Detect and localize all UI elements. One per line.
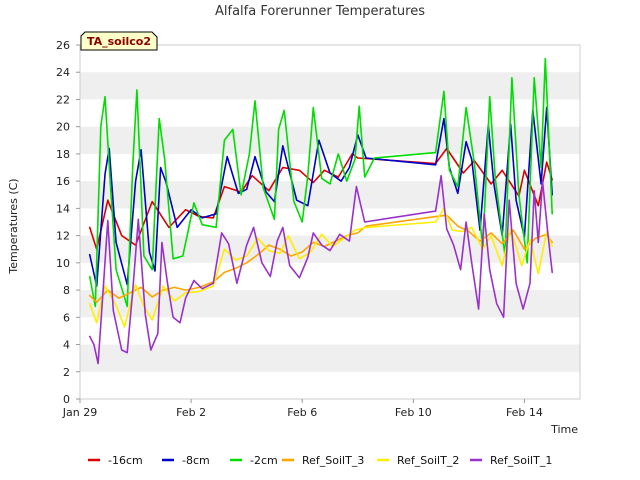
y-tick-label: 0 — [63, 393, 70, 406]
plot-frame — [79, 44, 581, 400]
site-badge: TA_soilco2 — [80, 31, 158, 51]
y-tick-label: 2 — [63, 366, 70, 379]
legend-label-ref-soilt-1: Ref_SoilT_1 — [490, 454, 552, 467]
legend-label-ref-soilt-3: Ref_SoilT_3 — [302, 454, 364, 467]
x-axis-label: Time — [550, 423, 578, 436]
site-badge-box — [80, 31, 158, 51]
series-line-ref-soilt-2 — [88, 207, 553, 328]
y-tick-label: 10 — [56, 257, 70, 270]
y-tick-label: 16 — [56, 175, 70, 188]
series-lines — [88, 57, 553, 365]
y-tick-label: 14 — [56, 202, 70, 215]
x-tick-label: Feb 6 — [287, 406, 317, 419]
y-tick-label: 6 — [63, 311, 70, 324]
legend-label-16cm: -16cm — [108, 454, 143, 467]
x-tick-label: Feb 2 — [176, 406, 206, 419]
site-badge-label: TA_soilco2 — [87, 35, 151, 48]
x-tick-label: Feb 14 — [506, 406, 543, 419]
grid-band — [80, 344, 580, 372]
y-tick-label: 4 — [63, 339, 70, 352]
legend-label-2cm: -2cm — [250, 454, 278, 467]
y-tick-label: 8 — [63, 284, 70, 297]
y-tick-label: 18 — [56, 148, 70, 161]
series-line-ref-soilt-1 — [88, 174, 553, 365]
y-tick-label: 26 — [56, 39, 70, 52]
y-axis-label: Temperatures (C) — [7, 178, 20, 274]
y-tick-label: 12 — [56, 230, 70, 243]
y-tick-label: 22 — [56, 93, 70, 106]
legend: -16cm -8cm -2cm Ref_SoilT_3 Ref_SoilT_2 Ref_S… — [88, 454, 552, 467]
grid-band — [80, 126, 580, 154]
legend-label-ref-soilt-2: Ref_SoilT_2 — [397, 454, 459, 467]
x-tick-label: Jan 29 — [62, 406, 97, 419]
series-line-2cm — [88, 57, 553, 308]
series-line-8cm — [88, 106, 553, 287]
y-tick-label: 24 — [56, 66, 70, 79]
x-axis-ticks: Jan 29 Feb 2 Feb 6 Feb 10 Feb 14 — [62, 399, 543, 419]
x-tick-label: Feb 10 — [395, 406, 432, 419]
y-tick-label: 20 — [56, 121, 70, 134]
grid-band — [80, 72, 580, 100]
chart-title: Alfalfa Forerunner Temperatures — [215, 4, 425, 19]
legend-label-8cm: -8cm — [182, 454, 210, 467]
